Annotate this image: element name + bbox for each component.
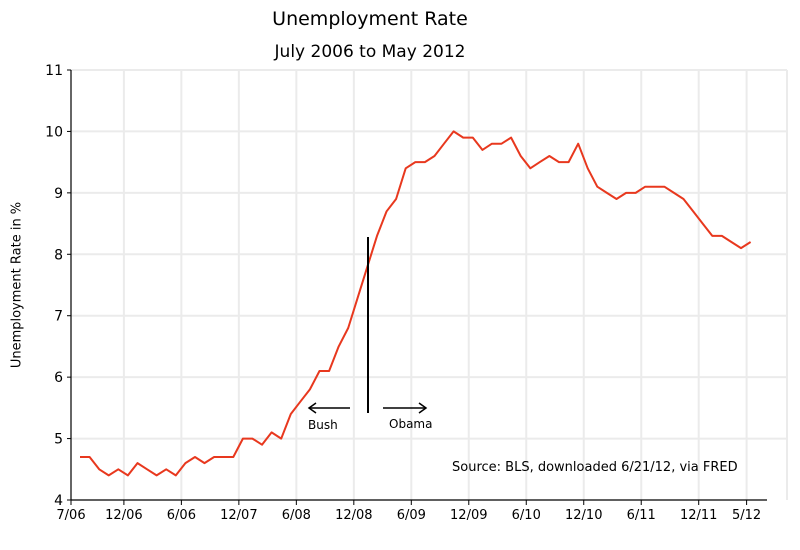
obama-label: Obama: [389, 417, 432, 431]
y-tick-label: 9: [54, 186, 63, 202]
y-tick-label: 8: [54, 247, 63, 263]
x-tick-label: 6/10: [512, 508, 541, 523]
y-tick-label: 10: [45, 124, 63, 140]
x-tick-label: 6/11: [627, 508, 656, 523]
x-tick-label: 12/06: [105, 508, 142, 523]
unemployment-rate-line: [80, 130, 752, 477]
x-tick-label: 12/08: [335, 508, 372, 523]
y-tick-label: 4: [54, 493, 63, 509]
x-axis-ticks: 7/06 12/06 6/06 12/07 6/08 12/08 6/09 12/09 6/10…: [56, 500, 761, 523]
presidency-annotation: Bush Obama: [307, 237, 432, 432]
x-tick-label: 12/07: [220, 508, 257, 523]
grid-lines: [71, 69, 788, 500]
source-note: Source: BLS, downloaded 6/21/12, via FRE…: [452, 460, 738, 475]
chart-title: Unemployment Rate: [272, 8, 468, 30]
y-tick-label: 7: [54, 309, 63, 325]
x-tick-label: 6/08: [282, 508, 311, 523]
x-tick-label: 6/06: [167, 508, 196, 523]
bush-arrow-icon: [307, 402, 350, 414]
x-tick-label: 6/09: [397, 508, 426, 523]
x-tick-label: 12/11: [680, 508, 717, 523]
obama-arrow-icon: [383, 402, 428, 414]
x-tick-label: 12/10: [565, 508, 602, 523]
y-tick-label: 11: [45, 63, 63, 79]
x-tick-label: 5/12: [732, 508, 761, 523]
y-tick-label: 5: [54, 432, 63, 448]
axes: [70, 70, 767, 501]
x-tick-label: 12/09: [450, 508, 487, 523]
y-tick-label: 6: [54, 370, 63, 386]
bush-label: Bush: [308, 418, 338, 432]
chart-subtitle: July 2006 to May 2012: [274, 42, 466, 62]
y-axis-ticks: 4 5 6 7 8 9 10 11: [45, 63, 71, 509]
x-tick-label: 7/06: [56, 508, 85, 523]
